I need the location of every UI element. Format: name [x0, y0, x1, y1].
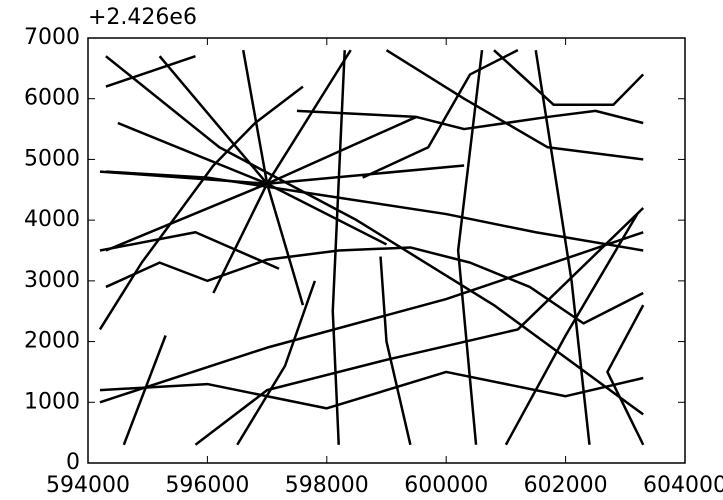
y-tick-label: 5000 [24, 146, 80, 171]
y-tick-label: 7000 [24, 25, 80, 50]
street-line [363, 50, 518, 178]
street-line [100, 87, 303, 330]
axes-frame [88, 38, 685, 463]
street-line [494, 50, 643, 105]
y-tick-label: 4000 [24, 207, 80, 232]
y-tick-label: 1000 [24, 389, 80, 414]
street-line [607, 305, 643, 445]
street-line [267, 166, 464, 184]
street-line [267, 184, 303, 305]
x-tick-label: 596000 [165, 473, 249, 498]
street-line [458, 50, 482, 445]
y-tick-label: 3000 [24, 268, 80, 293]
street-line [124, 336, 166, 445]
x-tick-label: 594000 [46, 473, 130, 498]
street-line [106, 184, 267, 251]
street-line [106, 56, 643, 414]
street-line [333, 50, 345, 445]
y-tick-label: 0 [66, 450, 80, 475]
offset-text: +2.426e6 [88, 5, 197, 30]
street-line [297, 111, 643, 129]
street-line [237, 281, 315, 445]
x-tick-label: 602000 [524, 473, 608, 498]
street-line [100, 372, 643, 408]
x-tick-label: 600000 [404, 473, 488, 498]
y-tick-label: 6000 [24, 86, 80, 111]
plot-area [100, 50, 643, 445]
street-line [267, 184, 386, 245]
y-tick-label: 2000 [24, 329, 80, 354]
x-tick-label: 598000 [285, 473, 369, 498]
street-line [100, 232, 643, 402]
street-line [536, 50, 590, 445]
street-line [381, 257, 411, 445]
street-line [100, 232, 279, 268]
x-tick-label: 604000 [643, 473, 723, 498]
chart: +2.426e6 594000 596000 598000 600000 602000 6… [0, 0, 723, 500]
